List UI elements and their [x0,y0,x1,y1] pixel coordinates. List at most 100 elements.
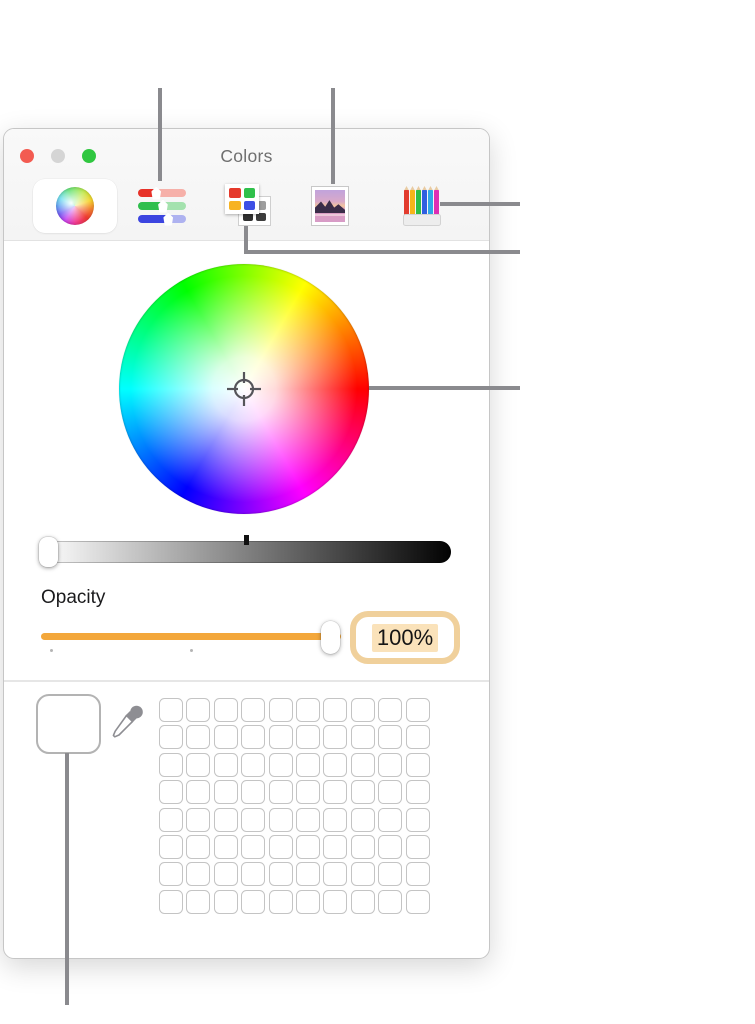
toolbar-color-wheel-button[interactable] [33,179,117,233]
swatch-cell[interactable] [268,807,293,832]
swatch-cell[interactable] [268,752,293,777]
toolbar-color-palettes-button[interactable] [225,184,275,228]
swatch-cell[interactable] [350,752,375,777]
swatch-cell[interactable] [213,780,238,805]
swatch-cell[interactable] [213,862,238,887]
swatch-cell[interactable] [350,862,375,887]
swatch-cell[interactable] [213,834,238,859]
swatch-cell[interactable] [295,889,320,914]
swatch-cell[interactable] [405,889,430,914]
swatch-cell[interactable] [159,725,183,750]
mini-slider-track [138,186,186,200]
swatch-cell[interactable] [241,862,266,887]
swatch-cell[interactable] [405,807,430,832]
current-color-well[interactable] [36,694,101,754]
minimize-button[interactable] [51,149,65,163]
swatch-cell[interactable] [159,807,183,832]
swatch-cell[interactable] [405,834,430,859]
swatch-cell[interactable] [350,807,375,832]
swatch-cell[interactable] [405,752,430,777]
swatch-cell[interactable] [268,698,293,722]
swatch-cell[interactable] [268,862,293,887]
swatch-cell[interactable] [295,780,320,805]
swatch-cell[interactable] [186,752,211,777]
swatch-cell[interactable] [295,862,320,887]
swatch-cell[interactable] [323,807,348,832]
swatch-cell[interactable] [186,780,211,805]
toolbar-pencils-button[interactable] [403,186,441,226]
swatch-cell[interactable] [268,889,293,914]
swatch-cell[interactable] [159,862,183,887]
swatch-cell[interactable] [241,698,266,722]
swatch-cell[interactable] [323,834,348,859]
swatch-cell[interactable] [405,862,430,887]
close-button[interactable] [20,149,34,163]
swatch-cell[interactable] [159,780,183,805]
swatch-cell[interactable] [295,834,320,859]
swatch-cell[interactable] [186,725,211,750]
swatch-cell[interactable] [323,862,348,887]
swatch-cell[interactable] [378,780,403,805]
eyedropper-icon[interactable] [112,702,146,742]
swatch-cell[interactable] [159,698,183,722]
swatch-cell[interactable] [295,807,320,832]
zoom-button[interactable] [82,149,96,163]
swatch-cell[interactable] [405,725,430,750]
swatch-cell[interactable] [323,780,348,805]
swatch-cell[interactable] [378,725,403,750]
color-selector-crosshair[interactable] [224,369,264,409]
swatch-cell[interactable] [241,725,266,750]
swatch-cell[interactable] [186,698,211,722]
swatch-cell[interactable] [350,780,375,805]
brightness-slider-thumb[interactable] [39,537,58,567]
swatch-cell[interactable] [350,889,375,914]
opacity-value-field[interactable]: 100% [350,611,460,664]
swatch-cell[interactable] [268,834,293,859]
swatch-cell[interactable] [186,862,211,887]
swatch-cell[interactable] [241,807,266,832]
swatch-cell[interactable] [268,725,293,750]
brightness-slider-track[interactable] [41,541,451,563]
swatch-cell[interactable] [159,752,183,777]
swatch-cell[interactable] [213,725,238,750]
swatch-cell[interactable] [213,807,238,832]
swatch-cell[interactable] [378,862,403,887]
swatch-cell[interactable] [405,698,430,722]
swatch-cell[interactable] [241,834,266,859]
opacity-label: Opacity [41,587,106,608]
swatch-cell[interactable] [213,752,238,777]
swatch-cell[interactable] [378,889,403,914]
swatch-cell[interactable] [350,698,375,722]
swatch-cell[interactable] [186,807,211,832]
swatch-cell[interactable] [350,834,375,859]
pencil-row [404,186,439,217]
swatch-cell[interactable] [295,725,320,750]
swatch-cell[interactable] [213,698,238,722]
swatch-cell[interactable] [268,780,293,805]
swatch-cell[interactable] [213,889,238,914]
swatch-cell[interactable] [378,834,403,859]
swatch-cell[interactable] [159,889,183,914]
swatch-cell[interactable] [159,834,183,859]
swatch-cell[interactable] [323,889,348,914]
swatch-cell[interactable] [241,752,266,777]
swatch-cell[interactable] [323,752,348,777]
swatch-cell[interactable] [378,807,403,832]
swatch-cell[interactable] [405,780,430,805]
swatch-cell[interactable] [186,889,211,914]
toolbar-image-palettes-button[interactable] [311,186,349,226]
toolbar-color-sliders-button[interactable] [138,186,186,226]
swatch-cell[interactable] [295,698,320,722]
opacity-slider-track[interactable] [41,633,341,640]
swatch-cell[interactable] [350,725,375,750]
swatch-cell[interactable] [295,752,320,777]
swatch-cell[interactable] [241,780,266,805]
swatch-cell[interactable] [323,725,348,750]
color-wheel[interactable] [119,264,369,514]
swatch-cell[interactable] [378,698,403,722]
opacity-slider-thumb[interactable] [321,621,340,654]
swatch-cell[interactable] [378,752,403,777]
swatch-cell[interactable] [186,834,211,859]
swatch-cell[interactable] [323,698,348,722]
swatch-cell[interactable] [241,889,266,914]
